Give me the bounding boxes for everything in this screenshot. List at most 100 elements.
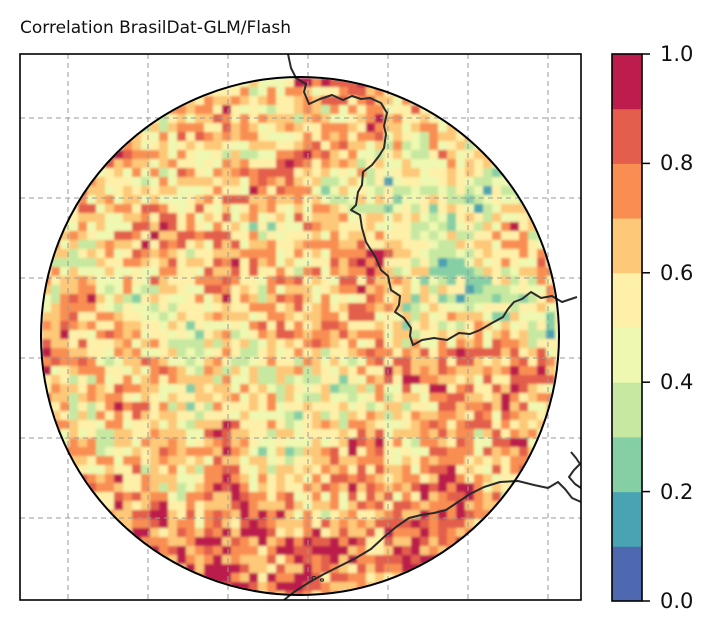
field-cell <box>375 240 385 250</box>
field-cell <box>69 294 79 304</box>
field-cell <box>510 411 520 421</box>
field-cell <box>150 483 160 493</box>
field-cell <box>321 321 331 331</box>
field-cell <box>321 78 331 88</box>
field-cell <box>411 492 421 502</box>
field-cell <box>438 492 448 502</box>
field-cell <box>501 483 511 493</box>
field-cell <box>357 339 367 349</box>
field-cell <box>546 276 556 286</box>
field-cell <box>465 312 475 322</box>
field-cell <box>141 258 151 268</box>
field-cell <box>330 537 340 547</box>
field-cell <box>213 402 223 412</box>
field-cell <box>114 357 124 367</box>
field-cell <box>258 105 268 115</box>
field-cell <box>177 294 187 304</box>
field-cell <box>42 366 52 376</box>
field-cell <box>510 285 520 295</box>
field-cell <box>177 474 187 484</box>
field-cell <box>465 357 475 367</box>
field-cell <box>510 249 520 259</box>
field-cell <box>393 231 403 241</box>
field-cell <box>276 510 286 520</box>
field-cell <box>240 420 250 430</box>
field-cell <box>177 492 187 502</box>
field-cell <box>258 402 268 412</box>
field-cell <box>474 510 484 520</box>
field-cell <box>519 366 529 376</box>
field-cell <box>519 249 529 259</box>
field-cell <box>240 267 250 277</box>
field-cell <box>456 276 466 286</box>
field-cell <box>168 600 178 610</box>
field-cell <box>411 195 421 205</box>
field-cell <box>339 186 349 196</box>
field-cell <box>429 483 439 493</box>
field-cell <box>348 582 358 592</box>
field-cell <box>276 312 286 322</box>
field-cell <box>186 357 196 367</box>
field-cell <box>132 465 142 475</box>
field-cell <box>294 420 304 430</box>
field-cell <box>276 465 286 475</box>
field-cell <box>195 159 205 169</box>
field-cell <box>132 528 142 538</box>
field-cell <box>321 258 331 268</box>
field-cell <box>402 456 412 466</box>
field-cell <box>456 429 466 439</box>
field-cell <box>177 231 187 241</box>
field-cell <box>393 186 403 196</box>
field-cell <box>357 132 367 142</box>
field-cell <box>312 582 322 592</box>
field-cell <box>438 429 448 439</box>
field-cell <box>384 465 394 475</box>
field-cell <box>249 195 259 205</box>
field-cell <box>96 357 106 367</box>
field-cell <box>267 204 277 214</box>
field-cell <box>186 546 196 556</box>
field-cell <box>123 510 133 520</box>
field-cell <box>519 294 529 304</box>
field-cell <box>42 330 52 340</box>
field-cell <box>240 582 250 592</box>
field-cell <box>105 600 115 610</box>
field-cell <box>195 222 205 232</box>
field-cell <box>375 438 385 448</box>
field-cell <box>195 456 205 466</box>
field-cell <box>348 510 358 520</box>
field-cell <box>42 312 52 322</box>
field-cell <box>159 600 169 610</box>
field-cell <box>339 339 349 349</box>
field-cell <box>519 384 529 394</box>
field-cell <box>132 186 142 196</box>
island-outline <box>311 575 317 581</box>
field-cell <box>402 204 412 214</box>
field-cell <box>492 375 502 385</box>
field-cell <box>177 132 187 142</box>
field-cell <box>537 303 547 313</box>
field-cell <box>114 276 124 286</box>
field-cell <box>141 465 151 475</box>
field-cell <box>429 456 439 466</box>
field-cell <box>528 438 538 448</box>
field-cell <box>402 510 412 520</box>
field-cell <box>492 267 502 277</box>
field-cell <box>366 600 376 610</box>
field-cell <box>204 231 214 241</box>
field-cell <box>312 231 322 241</box>
field-cell <box>159 357 169 367</box>
field-cell <box>141 483 151 493</box>
field-cell <box>483 168 493 178</box>
field-cell <box>258 276 268 286</box>
field-cell <box>348 195 358 205</box>
field-cell <box>483 312 493 322</box>
field-cell <box>249 600 259 610</box>
field-cell <box>168 123 178 133</box>
field-cell <box>240 528 250 538</box>
field-cell <box>159 393 169 403</box>
field-cell <box>141 150 151 160</box>
field-cell <box>555 600 565 610</box>
field-cell <box>438 420 448 430</box>
